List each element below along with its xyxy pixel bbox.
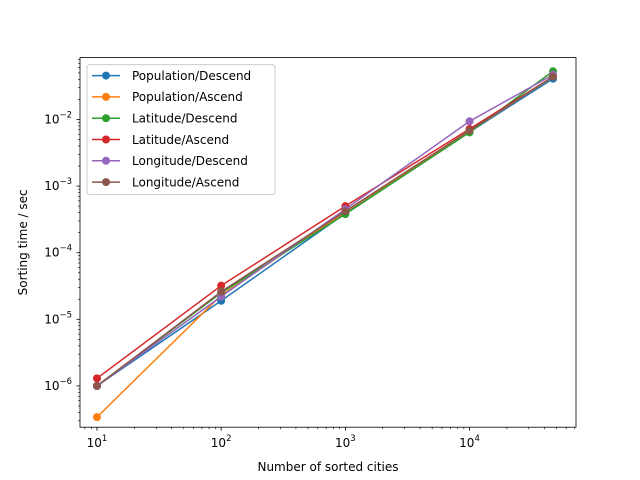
data-point-5-0 xyxy=(92,381,101,390)
data-point-3-1 xyxy=(217,281,226,290)
data-point-4-3 xyxy=(465,117,474,126)
x-axis-ticks: 101 102 103 104 xyxy=(84,427,575,450)
legend-marker-5 xyxy=(102,178,110,187)
legend-label-2: Latitude/Descend xyxy=(132,112,238,126)
data-point-5-1 xyxy=(217,287,226,296)
y-tick-label-1: 10−5 xyxy=(44,310,72,326)
plot-frame xyxy=(79,57,577,428)
x-tick-label-3: 104 xyxy=(459,434,480,450)
x-axis-label: Number of sorted cities xyxy=(257,460,398,474)
y-tick-label-4: 10−2 xyxy=(44,111,72,127)
x-tick-label-1: 102 xyxy=(211,434,232,450)
legend-label-3: Latitude/Ascend xyxy=(132,133,229,147)
y-tick-label-3: 10−3 xyxy=(44,177,72,193)
x-tick-label-2: 103 xyxy=(335,434,356,450)
data-point-1-0 xyxy=(92,413,101,422)
legend-label-0: Population/Descend xyxy=(132,69,251,83)
series-markers xyxy=(92,67,557,422)
data-point-5-2 xyxy=(341,207,350,216)
data-point-3-0 xyxy=(92,374,101,383)
data-point-5-4 xyxy=(549,72,557,81)
legend-frame xyxy=(86,64,276,196)
legend-marker-2 xyxy=(102,114,110,123)
legend-marker-0 xyxy=(102,71,110,80)
data-point-5-3 xyxy=(465,126,474,135)
y-tick-label-0: 10−6 xyxy=(44,377,72,393)
legend-label-1: Population/Ascend xyxy=(132,90,243,104)
legend-marker-1 xyxy=(102,92,110,101)
legend-label-5: Longitude/Ascend xyxy=(132,175,239,189)
y-axis-ticks: 10−6 10−5 10−4 10−3 10−2 xyxy=(44,59,80,422)
legend-marker-3 xyxy=(102,135,110,144)
y-tick-label-2: 10−4 xyxy=(44,244,72,260)
y-axis-label: Sorting time / sec xyxy=(16,189,30,295)
x-tick-label-0: 101 xyxy=(87,434,108,450)
legend: Population/Descend Population/Ascend Latit… xyxy=(86,64,276,196)
legend-marker-4 xyxy=(102,156,110,165)
legend-label-4: Longitude/Descend xyxy=(132,154,248,168)
